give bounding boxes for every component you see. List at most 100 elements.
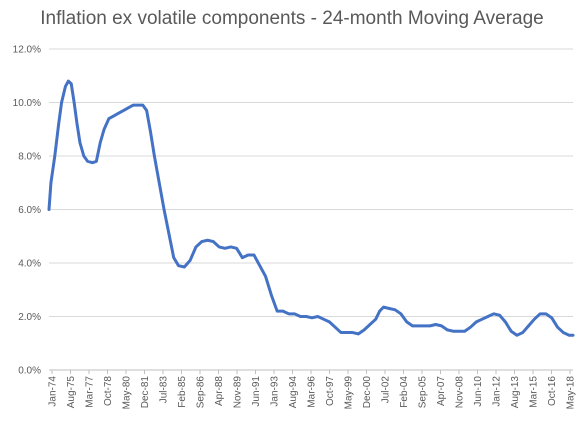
data-point bbox=[102, 128, 106, 131]
data-point bbox=[351, 331, 354, 334]
data-point bbox=[194, 245, 198, 249]
data-point bbox=[206, 239, 209, 242]
data-point bbox=[141, 103, 144, 107]
data-point bbox=[434, 323, 437, 326]
data-point bbox=[492, 312, 495, 316]
data-point bbox=[368, 323, 372, 326]
x-tick-label: May-80 bbox=[122, 376, 133, 410]
data-point bbox=[422, 324, 426, 328]
data-point bbox=[527, 324, 530, 328]
data-point bbox=[293, 312, 296, 316]
data-point bbox=[158, 181, 161, 184]
data-point bbox=[162, 208, 166, 211]
x-tick-label: Nov-08 bbox=[455, 376, 466, 409]
data-point bbox=[60, 101, 63, 104]
x-tick-label: Apr-88 bbox=[214, 376, 225, 406]
x-tick-label: Jul-83 bbox=[159, 376, 170, 404]
data-point bbox=[86, 160, 89, 163]
data-point bbox=[378, 309, 381, 313]
y-tick-label: 6.0% bbox=[18, 205, 41, 216]
x-tick-label: Aug-94 bbox=[288, 376, 299, 409]
data-point bbox=[567, 334, 571, 337]
data-point bbox=[67, 79, 70, 83]
data-point bbox=[217, 245, 221, 249]
data-point bbox=[75, 122, 79, 126]
data-point bbox=[417, 324, 420, 328]
data-point bbox=[388, 307, 391, 310]
data-point bbox=[550, 316, 553, 320]
data-point bbox=[212, 240, 215, 243]
y-tick-label: 8.0% bbox=[18, 152, 41, 163]
data-point bbox=[131, 103, 135, 107]
data-point bbox=[188, 259, 192, 262]
data-point bbox=[451, 330, 455, 333]
data-point bbox=[486, 315, 490, 318]
data-point bbox=[475, 320, 478, 324]
x-tick-label: Jun-91 bbox=[251, 376, 262, 407]
data-point bbox=[229, 245, 232, 249]
data-point bbox=[571, 334, 575, 337]
data-point bbox=[99, 141, 102, 144]
x-tick-label: Nov-89 bbox=[233, 376, 244, 409]
x-tick-label: Jan-93 bbox=[270, 376, 281, 407]
data-point bbox=[405, 320, 408, 324]
data-point bbox=[264, 275, 267, 278]
data-point bbox=[72, 101, 76, 104]
data-point bbox=[562, 331, 565, 334]
data-point bbox=[399, 312, 403, 316]
data-point bbox=[49, 181, 53, 184]
y-tick-label: 2.0% bbox=[18, 312, 41, 323]
x-tick-label: Oct-97 bbox=[325, 376, 336, 406]
data-point bbox=[258, 264, 261, 267]
data-point bbox=[235, 247, 238, 250]
data-point bbox=[127, 106, 130, 110]
data-point bbox=[411, 324, 414, 328]
y-tick-label: 10.0% bbox=[13, 98, 41, 109]
x-tick-label: Mar-77 bbox=[85, 376, 96, 408]
x-tick-label: Jan-74 bbox=[48, 376, 59, 407]
x-tick-label: Jul-02 bbox=[381, 376, 392, 404]
data-point bbox=[275, 309, 279, 313]
data-point bbox=[469, 326, 472, 329]
data-point bbox=[316, 315, 319, 318]
data-point bbox=[463, 330, 466, 333]
data-point bbox=[521, 331, 524, 334]
data-point bbox=[533, 317, 536, 321]
data-point bbox=[328, 320, 331, 324]
data-point bbox=[457, 330, 461, 333]
x-tick-label: Sep-05 bbox=[418, 376, 429, 409]
data-point bbox=[136, 103, 140, 107]
data-point bbox=[509, 330, 513, 333]
data-point bbox=[70, 82, 73, 85]
data-point bbox=[57, 122, 60, 126]
chart-title: Inflation ex volatile components - 24-mo… bbox=[40, 8, 544, 29]
x-tick-label: Jan-12 bbox=[492, 376, 503, 407]
data-point bbox=[428, 324, 432, 328]
x-tick-label: May-18 bbox=[566, 376, 577, 410]
data-point bbox=[556, 326, 559, 329]
data-point bbox=[122, 109, 125, 112]
data-point bbox=[480, 317, 484, 321]
data-point bbox=[107, 117, 111, 120]
data-point bbox=[270, 293, 273, 297]
data-point bbox=[281, 309, 285, 313]
data-point bbox=[82, 154, 86, 158]
data-point bbox=[287, 312, 290, 316]
data-point bbox=[339, 331, 343, 334]
data-point bbox=[172, 256, 175, 259]
x-tick-label: Feb-85 bbox=[177, 376, 188, 408]
data-point bbox=[149, 130, 152, 134]
data-point bbox=[322, 317, 325, 321]
data-point bbox=[153, 154, 156, 158]
x-tick-label: May-99 bbox=[344, 376, 355, 410]
data-point bbox=[78, 141, 82, 144]
data-point bbox=[112, 114, 115, 118]
data-point bbox=[183, 265, 186, 269]
data-point bbox=[91, 161, 94, 164]
x-tick-label: Sep-86 bbox=[196, 376, 207, 409]
data-point bbox=[538, 312, 542, 316]
data-point bbox=[299, 315, 302, 318]
x-tick-label: Aug-75 bbox=[66, 376, 77, 409]
